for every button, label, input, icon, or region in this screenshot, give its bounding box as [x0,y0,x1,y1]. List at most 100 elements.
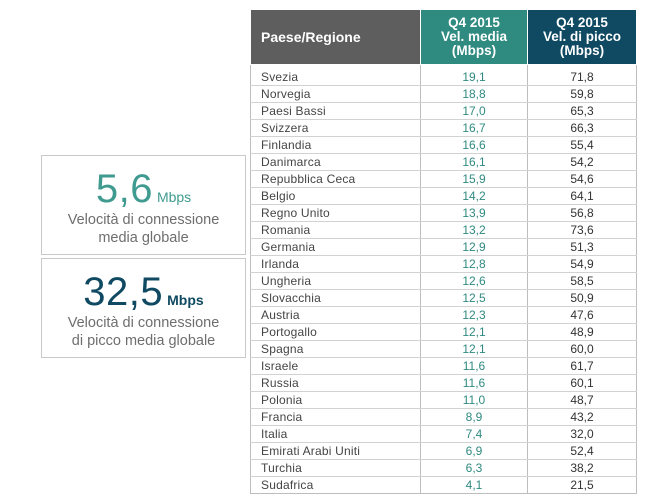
average-speed-unit: Mbps [156,189,192,205]
peak-speed-value-line: 32,5 Mbps [42,271,245,313]
table-row: Svizzera 16,7 66,3 [250,119,637,137]
country-cell: Russia [250,374,421,392]
average-speed-cell: 12,6 [420,272,528,290]
table-row: Paesi Bassi 17,0 65,3 [250,102,637,120]
country-cell: Italia [250,425,421,443]
peak-speed-cell: 51,3 [527,238,637,256]
speed-by-country-table: Paese/Regione Q4 2015 Vel. media (Mbps) … [250,9,637,494]
country-cell: Portogallo [250,323,421,341]
table-row: Danimarca 16,1 54,2 [250,153,637,171]
average-speed-cell: 12,1 [420,340,528,358]
header-average-line1: Q4 2015 [448,15,500,30]
peak-speed-cell: 32,0 [527,425,637,443]
average-speed-cell: 4,1 [420,476,528,494]
table-body: Svezia 19,1 71,8 Norvegia 18,8 59,8 Paesi Bass… [250,64,637,494]
peak-speed-cell: 60,0 [527,340,637,358]
peak-speed-cell: 71,8 [527,64,637,86]
average-speed-cell: 19,1 [420,64,528,86]
peak-speed-cell: 54,6 [527,170,637,188]
peak-speed-cell: 56,8 [527,204,637,222]
average-speed-cell: 7,4 [420,425,528,443]
peak-speed-cell: 55,4 [527,136,637,154]
country-cell: Israele [250,357,421,375]
table-row: Norvegia 18,8 59,8 [250,85,637,103]
country-cell: Ungheria [250,272,421,290]
header-peak-line2: Vel. di picco [542,29,622,44]
country-cell: Finlandia [250,136,421,154]
country-cell: Danimarca [250,153,421,171]
country-cell: Svizzera [250,119,421,137]
header-average-line2: Vel. media [440,29,508,44]
peak-speed-cell: 48,9 [527,323,637,341]
average-speed-value: 5,6 [95,167,153,211]
table-row: Regno Unito 13,9 56,8 [250,204,637,222]
average-speed-cell: 12,1 [420,323,528,341]
average-speed-cell: 12,5 [420,289,528,307]
peak-speed-value: 32,5 [83,270,164,314]
country-cell: Francia [250,408,421,426]
peak-speed-cell: 66,3 [527,119,637,137]
header-average-speed: Q4 2015 Vel. media (Mbps) [420,9,528,65]
header-peak-speed: Q4 2015 Vel. di picco (Mbps) [527,9,637,65]
table-row: Irlanda 12,8 54,9 [250,255,637,273]
average-speed-cell: 16,6 [420,136,528,154]
country-cell: Svezia [250,64,421,86]
table-row: Turchia 6,3 38,2 [250,459,637,477]
peak-speed-cell: 50,9 [527,289,637,307]
table-row: Russia 11,6 60,1 [250,374,637,392]
average-speed-cell: 12,9 [420,238,528,256]
average-speed-cell: 13,9 [420,204,528,222]
country-cell: Polonia [250,391,421,409]
peak-speed-cell: 43,2 [527,408,637,426]
country-cell: Paesi Bassi [250,102,421,120]
table-row: Germania 12,9 51,3 [250,238,637,256]
peak-speed-caption: Velocità di connessione di picco media g… [42,314,245,350]
table-row: Italia 7,4 32,0 [250,425,637,443]
peak-speed-cell: 21,5 [527,476,637,494]
peak-speed-unit: Mbps [167,292,204,308]
average-speed-card: 5,6 Mbps Velocità di connessione media gl… [41,155,246,255]
table-row: Emirati Arabi Uniti 6,9 52,4 [250,442,637,460]
table-row: Svezia 19,1 71,8 [250,64,637,86]
peak-speed-cell: 64,1 [527,187,637,205]
average-speed-cell: 14,2 [420,187,528,205]
table-header-row: Paese/Regione Q4 2015 Vel. media (Mbps) … [250,9,637,65]
table-row: Repubblica Ceca 15,9 54,6 [250,170,637,188]
table-row: Austria 12,3 47,6 [250,306,637,324]
table-row: Sudafrica 4,1 21,5 [250,476,637,494]
peak-speed-caption-line1: Velocità di connessione [67,315,220,331]
table-row: Ungheria 12,6 58,5 [250,272,637,290]
header-country-label: Paese/Regione [261,29,361,45]
table-row: Israele 11,6 61,7 [250,357,637,375]
peak-speed-cell: 52,4 [527,442,637,460]
table-row: Romania 13,2 73,6 [250,221,637,239]
average-speed-cell: 12,3 [420,306,528,324]
average-speed-cell: 18,8 [420,85,528,103]
country-cell: Turchia [250,459,421,477]
peak-speed-cell: 38,2 [527,459,637,477]
header-peak-line1: Q4 2015 [556,15,608,30]
table-row: Belgio 14,2 64,1 [250,187,637,205]
country-cell: Germania [250,238,421,256]
average-speed-cell: 11,6 [420,357,528,375]
average-speed-cell: 6,9 [420,442,528,460]
table-row: Finlandia 16,6 55,4 [250,136,637,154]
country-cell: Repubblica Ceca [250,170,421,188]
average-speed-caption-line1: Velocità di connessione [67,212,220,228]
average-speed-cell: 11,0 [420,391,528,409]
country-cell: Sudafrica [250,476,421,494]
average-speed-cell: 17,0 [420,102,528,120]
peak-speed-cell: 48,7 [527,391,637,409]
header-average-line3: (Mbps) [451,43,497,58]
peak-speed-cell: 54,2 [527,153,637,171]
country-cell: Emirati Arabi Uniti [250,442,421,460]
header-country: Paese/Regione [250,9,421,65]
average-speed-cell: 16,1 [420,153,528,171]
peak-speed-cell: 60,1 [527,374,637,392]
table-row: Portogallo 12,1 48,9 [250,323,637,341]
peak-speed-cell: 61,7 [527,357,637,375]
country-cell: Spagna [250,340,421,358]
country-cell: Slovacchia [250,289,421,307]
peak-speed-caption-line2: di picco media globale [71,333,216,349]
average-speed-cell: 12,8 [420,255,528,273]
